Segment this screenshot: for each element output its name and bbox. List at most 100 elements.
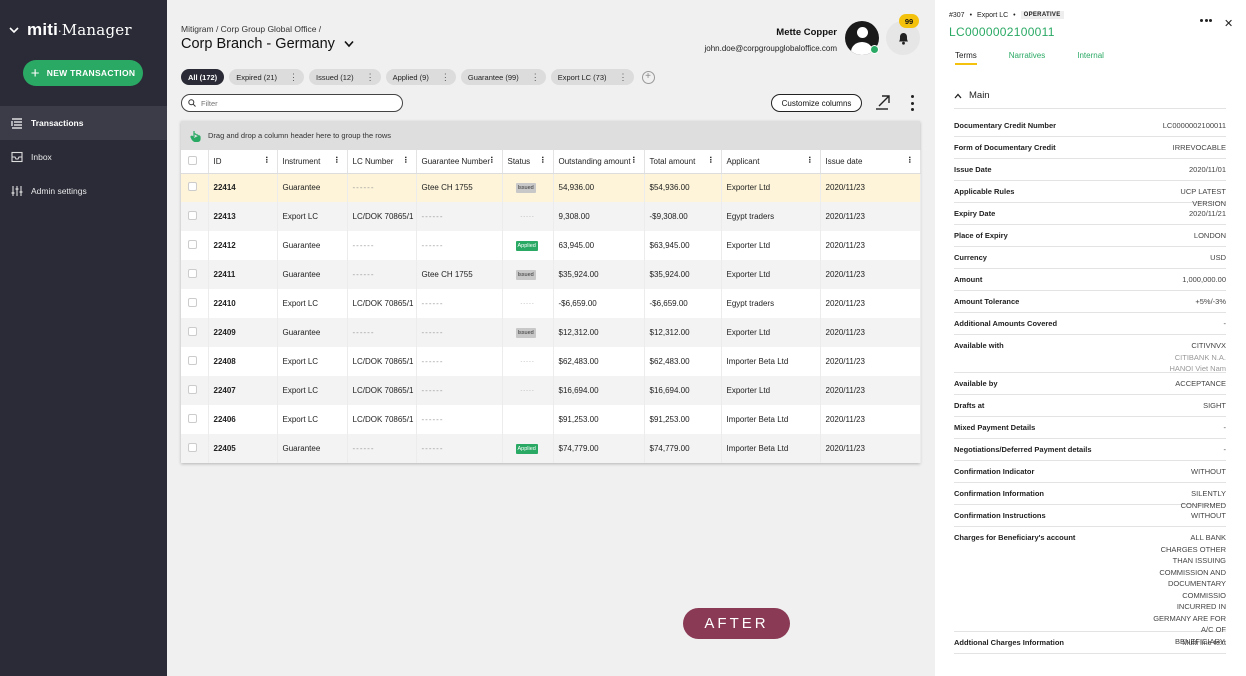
cell-outstanding-amount: $16,694.00 [553,376,645,405]
row-checkbox[interactable] [181,260,209,289]
more-vert-icon[interactable]: ··· [704,156,716,163]
more-vert-icon[interactable]: ··· [536,156,548,163]
status-badge: Issued [515,183,536,194]
checkbox[interactable] [188,298,197,307]
chip-guarantee[interactable]: Guarantee (99) ⋮ [460,69,546,85]
field-value-text: +5%/-3% [1195,297,1226,306]
column-header-outstanding-amount[interactable]: Outstanding amount ··· [553,150,645,174]
checkbox[interactable] [188,240,197,249]
cell-applicant-text: Exporter Ltd [726,386,771,395]
column-header-applicant[interactable]: Applicant ··· [721,150,821,174]
column-header-status[interactable]: Status ··· [502,150,554,174]
table-row[interactable]: 22411 Guarantee ------ Gtee CH 1755 Issued $3… [181,260,921,289]
field-value: WITHOUT [1096,461,1226,482]
more-vert-icon[interactable] [907,95,917,111]
chip-expired[interactable]: Expired (21) ⋮ [229,69,305,85]
column-header-total-amount[interactable]: Total amount ··· [644,150,722,174]
column-header-instrument[interactable]: Instrument ··· [277,150,348,174]
checkbox[interactable] [188,414,197,423]
sidebar-item-inbox[interactable]: Inbox [0,140,167,174]
sidebar-item-transactions[interactable]: Transactions [0,106,167,140]
checkbox[interactable] [188,385,197,394]
row-checkbox[interactable] [181,231,209,260]
group-drop-zone[interactable]: Drag and drop a column header here to gr… [181,121,920,150]
row-checkbox[interactable] [181,376,209,405]
more-vert-icon[interactable]: ⋮ [365,71,375,82]
cell-lc-number: LC/DOK 70865/1 [347,347,417,376]
column-header-issue-date[interactable]: Issue date ··· [820,150,921,174]
checkbox[interactable] [188,182,197,192]
field-label: Available with [954,341,1004,350]
filter-field[interactable] [181,94,403,112]
tab-terms[interactable]: Terms [955,51,977,65]
more-vert-icon[interactable]: ··· [330,156,342,163]
table-row[interactable]: 22406 Export LC LC/DOK 70865/1 ------ $91,25… [181,405,921,434]
column-header-lc-number[interactable]: LC Number ··· [347,150,417,174]
customize-columns-button[interactable]: Customize columns [771,94,862,112]
more-vert-icon[interactable]: ⋮ [440,71,450,82]
row-checkbox[interactable] [181,405,209,434]
more-vert-icon[interactable]: ⋮ [289,71,298,82]
close-icon[interactable]: ✕ [1224,18,1234,30]
new-transaction-button[interactable]: + NEW TRANSACTION [23,60,143,86]
section-main-toggle[interactable]: Main [954,89,1226,109]
column-header-guarantee-number[interactable]: Guarantee Number ··· [416,150,503,174]
cell-lc-number: ------ [347,231,417,260]
export-icon[interactable] [875,94,891,110]
row-checkbox[interactable] [181,318,209,347]
chip-issued[interactable]: Issued (12) ⋮ [309,69,381,85]
cell-outstanding-amount-text: $35,924.00 [558,270,599,279]
table-row[interactable]: 22408 Export LC LC/DOK 70865/1 ------ ----- $… [181,347,921,376]
cell-lc-number: ------ [347,173,417,202]
new-transaction-label: NEW TRANSACTION [46,68,136,78]
row-checkbox[interactable] [181,347,209,376]
table-row[interactable]: 22412 Guarantee ------ ------ Applied 63,945.… [181,231,921,260]
tab-internal[interactable]: Internal [1077,51,1104,60]
more-vert-icon[interactable]: ··· [803,156,815,163]
row-checkbox[interactable] [181,202,209,231]
add-chip-icon[interactable]: + [641,70,655,84]
table-row[interactable]: 22414 Guarantee ------ Gtee CH 1755 Issued 54… [181,173,921,202]
more-horiz-icon[interactable] [1200,19,1212,23]
more-vert-icon[interactable]: ··· [399,156,411,163]
more-vert-icon[interactable]: ⋮ [618,71,628,82]
breadcrumb[interactable]: Mitigram / Corp Group Global Office / [181,24,322,34]
branch-selector[interactable]: Corp Branch - Germany [181,36,354,52]
table-row[interactable]: 22413 Export LC LC/DOK 70865/1 ------ ----- 9… [181,202,921,231]
row-checkbox[interactable] [181,434,209,463]
more-vert-icon[interactable]: ··· [260,156,272,163]
checkbox[interactable] [188,356,197,365]
chip-all[interactable]: All (172) [181,69,225,85]
field-row: Negotiations/Deferred Payment details - [954,439,1226,461]
checkbox[interactable] [188,269,197,278]
table-row[interactable]: 22405 Guarantee ------ ------ Applied $74,779… [181,434,921,463]
chevron-down-icon [344,40,354,48]
table-row[interactable]: 22410 Export LC LC/DOK 70865/1 ------ ----- -… [181,289,921,318]
column-header-id[interactable]: ID ··· [208,150,278,174]
checkbox[interactable] [188,327,197,336]
filter-input[interactable] [201,98,391,108]
row-checkbox[interactable] [181,173,209,202]
cell-lc-number: ------ [347,260,417,289]
row-checkbox[interactable] [181,289,209,318]
cell-issue-date-text: 2020/11/23 [825,386,865,395]
field-value: ALL BANK CHARGES OTHER THAN ISSUING COMM… [1096,527,1226,646]
chip-export-lc[interactable]: Export LC (73) ⋮ [550,69,634,85]
more-vert-icon[interactable]: ··· [903,156,915,163]
field-value-text: LC0000002100011 [1162,121,1226,130]
sidebar-item-admin-settings[interactable]: Admin settings [0,174,167,208]
tab-narratives[interactable]: Narratives [1008,51,1046,60]
more-vert-icon[interactable]: ⋮ [530,71,540,82]
table-row[interactable]: 22407 Export LC LC/DOK 70865/1 ------ ----- $… [181,376,921,405]
field-row: Addtional Charges Information Multi line … [954,632,1226,654]
table-row[interactable]: 22409 Guarantee ------ ------ Issued $12,312.… [181,318,921,347]
checkbox[interactable] [188,211,197,220]
checkbox[interactable] [188,443,197,452]
chevron-down-icon[interactable] [9,25,19,35]
app-logo[interactable]: miti·Manager [27,20,132,39]
select-all-checkbox[interactable] [181,150,209,174]
cell-issue-date: 2020/11/23 [820,173,921,202]
more-vert-icon[interactable]: ··· [485,156,497,163]
more-vert-icon[interactable]: ··· [627,156,639,163]
chip-applied[interactable]: Applied (9) ⋮ [385,69,456,85]
